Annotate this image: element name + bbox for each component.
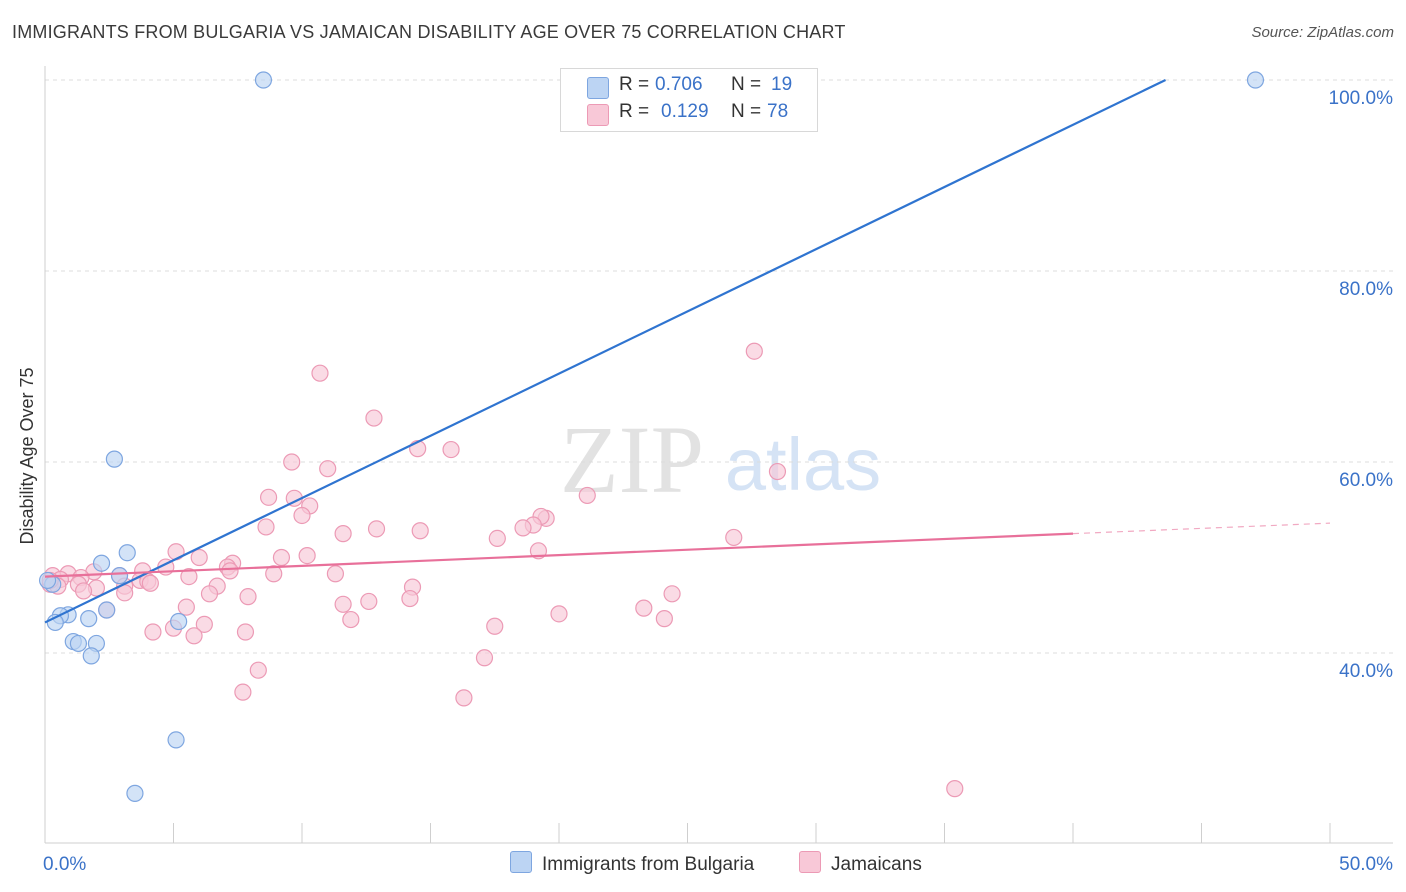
bulgaria-point (170, 612, 188, 631)
jamaican-point (239, 588, 257, 606)
legend-label-bulgaria: Immigrants from Bulgaria (542, 854, 755, 875)
bulgaria-point (254, 71, 273, 89)
watermark-atlas: atlas (725, 423, 881, 506)
jamaican-point (236, 623, 255, 641)
legend-item-jamaicans[interactable]: Jamaicans (799, 851, 922, 876)
jamaican-point (578, 486, 596, 505)
jamaican-point (185, 627, 203, 645)
bulgaria-point (98, 601, 116, 619)
bulgaria-point (1246, 71, 1265, 89)
axes (44, 66, 1393, 844)
jamaican-point (319, 460, 337, 478)
jamaican-point (311, 364, 329, 382)
bulgaria-point (110, 567, 129, 585)
jamaican-point (326, 565, 345, 583)
bulgaria-point (38, 571, 57, 590)
legend-n-label: N = (731, 101, 762, 122)
x-tick-label-max: 50.0% (1339, 854, 1393, 875)
jamaican-point (272, 548, 291, 567)
jamaican-point (514, 519, 532, 537)
chart-title: IMMIGRANTS FROM BULGARIA VS JAMAICAN DIS… (12, 22, 846, 42)
legend-label-jamaicans: Jamaicans (831, 854, 922, 875)
jamaican-point (365, 409, 383, 427)
jamaican-point (725, 528, 743, 547)
jamaican-point (144, 623, 162, 641)
jamaican-point (475, 649, 494, 667)
legend-swatch-pink (799, 851, 821, 873)
jamaican-point (195, 615, 213, 633)
jamaican-point (455, 689, 473, 707)
jamaican-point (259, 488, 278, 506)
bulgaria-point (82, 647, 100, 665)
jamaican-point (550, 605, 568, 623)
jamaican-point (655, 610, 673, 628)
jamaican-point (360, 592, 378, 611)
jamaican-point (367, 520, 386, 538)
legend-n-value: 78 (767, 101, 789, 122)
jamaican-point (298, 546, 316, 565)
legend-swatch-blue (587, 77, 609, 99)
jamaican-point (234, 683, 252, 701)
bulgaria-point (167, 731, 185, 749)
legend-r-value: 0.706 (655, 74, 703, 95)
jamaican-trend-extension (1072, 522, 1331, 535)
bulgaria-point (92, 554, 111, 572)
bulgaria-point (69, 634, 88, 653)
trend-lines (44, 79, 1331, 624)
jamaican-point (200, 585, 219, 603)
legend-n-label: N = (731, 74, 762, 95)
jamaican-point (342, 610, 360, 629)
jamaican-point (257, 518, 275, 536)
correlation-legend: R = 0.706 N = 19 R = 0.129 N = 78 (560, 68, 818, 132)
jamaican-point (221, 562, 239, 580)
y-tick-label: 100.0% (1329, 88, 1394, 109)
jamaican-point (946, 780, 964, 798)
y-axis-label: Disability Age Over 75 (17, 367, 37, 544)
bulgaria-point (126, 784, 144, 802)
y-tick-label: 60.0% (1339, 470, 1393, 491)
bulgaria-point (118, 544, 136, 562)
jamaican-point (401, 589, 419, 608)
legend-r-value: 0.129 (661, 101, 709, 122)
legend-r-label: R = (619, 101, 650, 122)
bulgaria-trend-line (44, 79, 1166, 624)
jamaican-point (411, 522, 429, 540)
source-label: Source: ZipAtlas.com (1251, 24, 1394, 41)
jamaican-point (293, 506, 311, 525)
jamaican-point (249, 661, 267, 679)
jamaican-point (663, 585, 681, 603)
legend-n-value: 19 (771, 74, 793, 95)
jamaican-point (488, 529, 506, 548)
jamaican-point (635, 599, 653, 617)
jamaican-point (180, 567, 198, 586)
jamaican-point (265, 565, 283, 583)
jamaican-point (334, 595, 352, 613)
jamaican-point (334, 525, 352, 543)
legend-swatch-blue (510, 851, 532, 873)
jamaican-point (486, 617, 504, 635)
legend-item-bulgaria[interactable]: Immigrants from Bulgaria (510, 851, 754, 876)
jamaican-point (745, 342, 763, 360)
legend-swatch-pink (587, 104, 609, 126)
legend-r-label: R = (619, 74, 650, 95)
tick-labels: 40.0% 60.0% 80.0% 100.0% 0.0% 50.0% (43, 88, 1393, 875)
jamaican-point (141, 574, 159, 592)
jamaican-point (442, 440, 460, 459)
y-tick-label: 80.0% (1339, 279, 1393, 300)
jamaican-point (190, 548, 208, 567)
jamaican-point (768, 462, 787, 481)
jamaican-point (74, 582, 93, 600)
y-tick-label: 40.0% (1339, 661, 1393, 682)
jamaican-trend-line (44, 532, 1074, 578)
data-points (38, 71, 1265, 802)
jamaican-point (177, 598, 195, 616)
jamaican-point (283, 453, 301, 471)
bulgaria-point (105, 450, 123, 468)
x-tick-label-min: 0.0% (43, 854, 86, 875)
bulgaria-point (80, 610, 98, 628)
